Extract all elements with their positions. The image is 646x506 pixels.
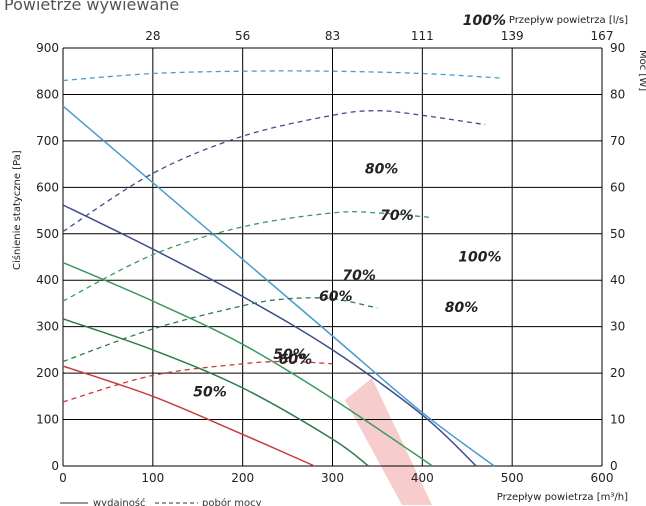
y-tick-label: 0 <box>51 459 59 473</box>
y2-tick-label: 40 <box>610 273 625 287</box>
y2-tick-label: 30 <box>610 320 625 334</box>
x-tick-label: 600 <box>591 471 614 485</box>
y2-tick-label: 80 <box>610 87 625 101</box>
y-tick-label: 400 <box>36 273 59 287</box>
x2-tick-label: 83 <box>325 29 340 43</box>
labels-group: 0100200300400500600700800900010203040506… <box>36 13 625 485</box>
y-tick-label: 900 <box>36 41 59 55</box>
chart-title: Powietrze wywiewane <box>4 0 180 14</box>
y2-tick-label: 10 <box>610 413 625 427</box>
y2-tick-label: 60 <box>610 180 625 194</box>
y-tick-label: 700 <box>36 134 59 148</box>
x-tick-label: 500 <box>501 471 524 485</box>
percent-label: 50% <box>273 347 307 363</box>
x-tick-label: 400 <box>411 471 434 485</box>
y-tick-label: 100 <box>36 413 59 427</box>
y-tick-label: 800 <box>36 87 59 101</box>
percent-label: 100% <box>458 250 501 266</box>
percent-label: 50% <box>193 384 227 400</box>
percent-label: 70% <box>380 208 414 224</box>
legend-dashed-label: pobór mocy <box>202 497 262 506</box>
y-tick-label: 600 <box>36 180 59 194</box>
percent-label: 80% <box>445 300 479 316</box>
y2-tick-label: 20 <box>610 366 625 380</box>
y2-tick-label: 50 <box>610 227 625 241</box>
grid <box>62 47 603 467</box>
x2-tick-label: 56 <box>235 29 250 43</box>
x2-tick-label: 28 <box>145 29 160 43</box>
percent-label: 60% <box>279 352 313 368</box>
y2-tick-label: 70 <box>610 134 625 148</box>
pressure-line-60pct <box>62 318 369 467</box>
x-tick-label: 100 <box>141 471 164 485</box>
percent-label: 80% <box>365 161 399 177</box>
legend-solid-label: wydajność <box>93 497 146 506</box>
pressure-line-50pct <box>62 365 315 467</box>
x-axis-label: Przepływ powietrza [m³/h] <box>497 492 628 503</box>
y2-tick-label: 90 <box>610 41 625 55</box>
percent-label: 70% <box>342 268 376 284</box>
y-tick-label: 200 <box>36 366 59 380</box>
x2-tick-label: 111 <box>411 29 434 43</box>
x-tick-label: 0 <box>59 471 67 485</box>
x2-tick-label: 139 <box>501 29 524 43</box>
y2-axis-label: Moc [W] <box>637 50 646 91</box>
percent-label: 100% <box>463 13 506 29</box>
pressure-line-70pct <box>62 261 434 468</box>
power-line-50pct <box>62 360 333 403</box>
y-tick-label: 500 <box>36 227 59 241</box>
x-tick-label: 200 <box>231 471 254 485</box>
pressure-line-100pct <box>62 105 495 467</box>
series-group <box>62 70 504 468</box>
power-line-60pct <box>62 297 378 363</box>
percent-label: 60% <box>319 289 353 305</box>
y-axis-label: Ciśnienie statyczne [Pa] <box>11 150 23 270</box>
pressure-line-80pct <box>62 204 477 467</box>
watermark-shape <box>345 378 432 505</box>
y-tick-label: 300 <box>36 320 59 334</box>
power-line-70pct <box>62 211 432 302</box>
power-line-100pct <box>62 70 504 82</box>
y2-tick-label: 0 <box>610 459 618 473</box>
x2-axis-label: Przepływ powietrza [l/s] <box>509 15 628 26</box>
x-tick-label: 300 <box>321 471 344 485</box>
x2-tick-label: 167 <box>591 29 614 43</box>
